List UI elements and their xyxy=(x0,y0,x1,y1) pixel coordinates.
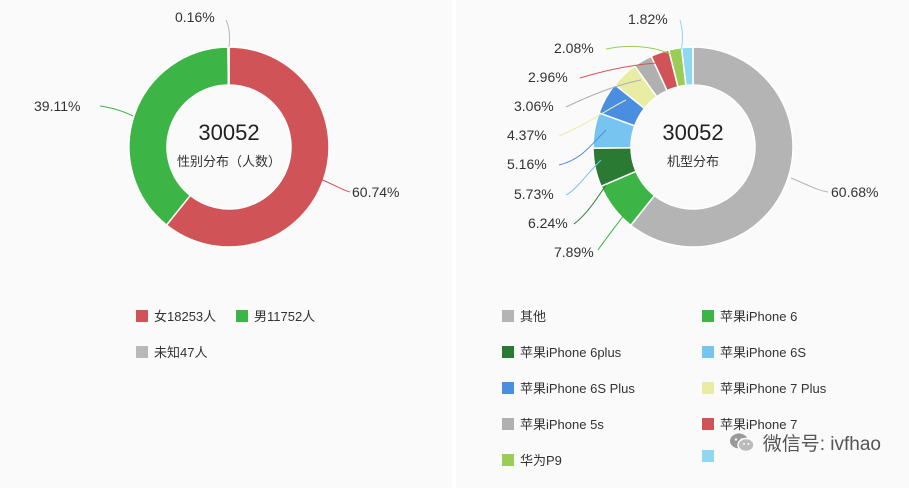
percent-label: 5.73% xyxy=(514,186,554,202)
leader-line xyxy=(597,204,632,251)
center-total: 30052 xyxy=(198,120,259,145)
legend-item[interactable] xyxy=(702,450,720,462)
leader-line xyxy=(558,129,607,166)
legend-item[interactable]: 苹果iPhone 5s xyxy=(502,414,604,433)
legend-swatch xyxy=(702,417,714,430)
center-label: 性别分布（人数） xyxy=(177,154,281,169)
legend-label: 苹果iPhone 7 Plus xyxy=(720,381,827,396)
center-label: 机型分布 xyxy=(667,154,719,169)
leader-line xyxy=(317,177,351,193)
percent-label: 3.06% xyxy=(514,98,554,114)
gender-donut-chart: 60.74% 39.11% 0.16% 30052 性别分布（人数） xyxy=(34,9,399,248)
legend-label: 女18253人 xyxy=(154,309,217,324)
gender-chart-panel: 60.74% 39.11% 0.16% 30052 性别分布（人数） xyxy=(0,0,452,488)
center-total: 30052 xyxy=(662,120,723,145)
donut-slice[interactable] xyxy=(629,46,794,248)
leader-line xyxy=(565,79,642,108)
legend-item[interactable]: 男11752人 xyxy=(236,306,315,325)
percent-label: 7.89% xyxy=(554,244,594,260)
watermark: 微信号: ivfhao xyxy=(729,429,881,456)
legend-item[interactable]: 苹果iPhone 6 xyxy=(702,306,797,325)
leader-line xyxy=(679,19,684,51)
legend-item[interactable]: 苹果iPhone 6S Plus xyxy=(502,378,635,397)
percent-label: 2.08% xyxy=(554,40,594,56)
legend-swatch xyxy=(502,309,514,322)
leader-line xyxy=(579,62,657,79)
leader-line xyxy=(99,105,134,117)
percent-label: 60.74% xyxy=(352,184,399,200)
donut-slice[interactable] xyxy=(680,46,694,87)
legend-item[interactable]: 华为P9 xyxy=(502,450,562,469)
legend-swatch xyxy=(702,345,714,358)
percent-label: 5.16% xyxy=(507,156,547,172)
legend-label: 苹果iPhone 6plus xyxy=(520,345,622,360)
percent-label: 60.68% xyxy=(831,184,878,200)
legend-item[interactable]: 苹果iPhone 6plus xyxy=(502,342,621,361)
legend-item[interactable]: 未知47人 xyxy=(136,342,207,361)
donut-slice[interactable] xyxy=(165,46,330,248)
leader-line xyxy=(573,184,607,225)
legend-item[interactable]: 其他 xyxy=(502,306,546,325)
percent-label: 2.96% xyxy=(528,69,568,85)
watermark-text: 微信号: ivfhao xyxy=(762,434,881,455)
legend-swatch xyxy=(502,453,514,466)
legend-item[interactable]: 苹果iPhone 6S xyxy=(702,342,806,361)
legend-label: 苹果iPhone 7 xyxy=(720,417,798,432)
legend-item[interactable]: 女18253人 xyxy=(136,306,216,325)
legend-label: 未知47人 xyxy=(154,345,208,360)
legend-label: 苹果iPhone 6S xyxy=(720,345,806,360)
model-chart-panel: 60.68% 7.89% 6.24% 5.73% 5.16% 4.37% 3.06% 2.96… xyxy=(456,0,909,488)
percent-label: 0.16% xyxy=(175,9,215,25)
leader-line xyxy=(558,99,627,137)
legend-label: 苹果iPhone 6S Plus xyxy=(520,381,635,396)
percent-label: 4.37% xyxy=(507,127,547,143)
leader-line xyxy=(225,19,231,48)
legend-label: 苹果iPhone 5s xyxy=(520,417,604,432)
legend-swatch xyxy=(136,345,148,358)
leader-line xyxy=(565,159,602,196)
legend-swatch xyxy=(502,417,514,430)
legend-label: 其他 xyxy=(520,309,547,324)
legend-swatch xyxy=(236,309,248,322)
leader-line xyxy=(605,45,671,55)
leader-line xyxy=(790,177,829,193)
percent-label: 1.82% xyxy=(628,11,668,27)
percent-label: 39.11% xyxy=(34,98,80,114)
legend-item[interactable]: 苹果iPhone 7 xyxy=(702,414,797,433)
legend-label: 华为P9 xyxy=(520,453,562,468)
donut-slice[interactable] xyxy=(128,46,230,227)
legend-swatch xyxy=(502,381,514,394)
percent-label: 6.24% xyxy=(528,215,568,231)
legend-label: 苹果iPhone 6 xyxy=(720,309,798,324)
donut-slice[interactable] xyxy=(227,46,230,86)
legend-swatch xyxy=(502,345,514,358)
legend-swatch xyxy=(702,309,714,322)
legend-label: 男11752人 xyxy=(254,309,316,324)
legend-swatch xyxy=(702,450,714,462)
wechat-icon xyxy=(729,432,755,454)
legend-swatch xyxy=(702,381,714,394)
model-donut-chart: 60.68% 7.89% 6.24% 5.73% 5.16% 4.37% 3.06% 2.96… xyxy=(507,11,878,260)
legend-swatch xyxy=(136,309,148,322)
legend-item[interactable]: 苹果iPhone 7 Plus xyxy=(702,378,826,397)
